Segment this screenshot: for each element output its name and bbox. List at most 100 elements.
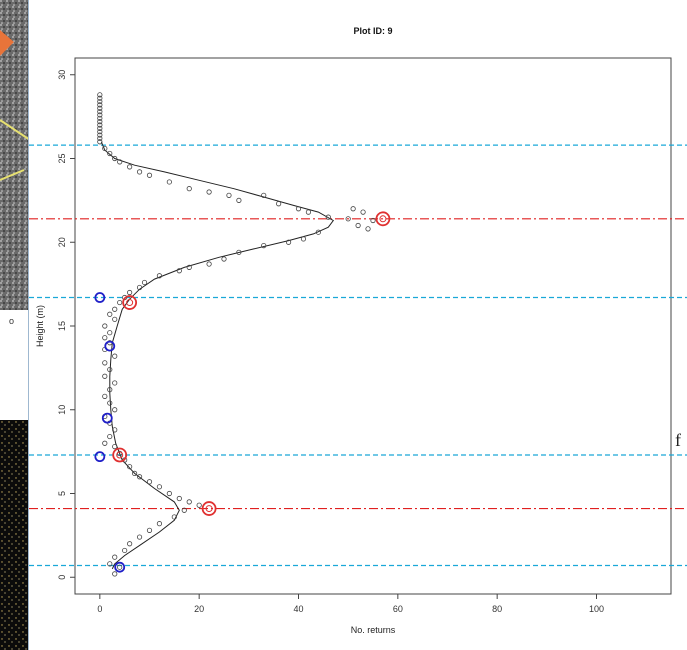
- trough-marker: [114, 561, 126, 573]
- data-point: [136, 474, 143, 480]
- data-point: [176, 268, 182, 274]
- data-point: [127, 541, 133, 547]
- data-point: [141, 279, 148, 286]
- data-point: [156, 273, 163, 279]
- data-point: [186, 499, 192, 505]
- extrema-markers: [94, 211, 391, 573]
- data-point: [102, 440, 108, 446]
- data-point: [97, 95, 103, 101]
- peak-marker: [375, 211, 391, 227]
- data-point: [97, 122, 103, 128]
- data-point: [97, 98, 103, 105]
- data-point: [350, 206, 356, 212]
- data-point: [300, 236, 307, 242]
- data-point: [325, 214, 331, 220]
- data-point: [365, 226, 371, 232]
- plot-frame: [74, 57, 672, 595]
- data-point: [107, 433, 113, 440]
- data-point: [127, 164, 133, 170]
- data-point: [97, 112, 103, 118]
- y-tick-label: 5: [57, 491, 67, 496]
- data-point: [97, 119, 103, 125]
- fit-curve-layer: [100, 141, 335, 570]
- data-point: [112, 155, 118, 162]
- peak-marker-inner: [126, 299, 134, 307]
- x-tick-label: 80: [492, 604, 502, 614]
- trough-marker: [94, 292, 106, 303]
- data-point: [236, 197, 242, 203]
- data-point: [107, 311, 113, 317]
- data-point: [156, 484, 163, 490]
- y-tick-label: 20: [57, 237, 67, 247]
- chart-figure: Plot ID: 9 No. returns Height (m) 0 20 40 6…: [28, 0, 687, 650]
- data-point: [112, 571, 118, 577]
- data-point: [186, 186, 192, 192]
- data-point: [146, 479, 153, 485]
- data-point: [112, 554, 118, 560]
- data-point: [107, 387, 113, 393]
- right-fragment-text: f: [675, 430, 681, 450]
- data-point: [127, 289, 133, 296]
- data-point: [295, 206, 302, 212]
- reference-lines: [29, 144, 687, 567]
- data-point: [345, 216, 351, 222]
- data-point: [315, 229, 321, 235]
- data-point: [97, 92, 103, 98]
- y-tick-label: 25: [57, 153, 67, 163]
- data-point: [127, 464, 133, 470]
- data-point: [97, 132, 103, 138]
- data-point: [97, 115, 103, 121]
- data-point: [206, 261, 212, 267]
- fit-curve: [100, 141, 335, 570]
- peak-marker-inner: [379, 215, 387, 223]
- data-point: [107, 150, 113, 157]
- data-point: [206, 189, 212, 195]
- data-point: [112, 380, 118, 386]
- data-point: [117, 564, 123, 570]
- data-point: [97, 129, 103, 135]
- data-point: [102, 393, 108, 399]
- data-point: [236, 249, 242, 255]
- trough-marker: [104, 340, 116, 352]
- scatter-chart: Plot ID: 9 No. returns Height (m) 0 20 40 6…: [29, 26, 687, 635]
- data-point: [285, 239, 292, 245]
- data-point: [102, 145, 108, 152]
- data-point: [156, 521, 163, 527]
- data-points: [97, 92, 376, 577]
- data-point: [261, 192, 267, 198]
- data-point: [102, 373, 108, 379]
- data-point: [107, 561, 113, 567]
- data-point: [276, 201, 282, 207]
- peak-marker-inner: [205, 505, 213, 513]
- y-tick-label: 15: [57, 321, 67, 331]
- data-point: [97, 125, 103, 131]
- peak-marker: [112, 447, 128, 463]
- data-point: [112, 316, 118, 322]
- data-point: [102, 335, 108, 341]
- y-tick-label: 30: [57, 70, 67, 80]
- data-point: [261, 243, 267, 249]
- trough-marker: [101, 412, 113, 424]
- data-point: [305, 209, 312, 215]
- data-point: [97, 102, 103, 108]
- peak-marker: [201, 501, 217, 516]
- data-point: [146, 527, 153, 533]
- data-point: [221, 256, 227, 262]
- y-tick-label: 0: [57, 575, 67, 580]
- left-fragment-text: o: [9, 316, 15, 326]
- data-point: [112, 407, 118, 413]
- data-point: [355, 222, 361, 229]
- data-point: [112, 443, 118, 450]
- data-point: [166, 490, 172, 497]
- data-point: [370, 217, 376, 224]
- chart-title: Plot ID: 9: [353, 26, 392, 36]
- x-tick-label: 0: [97, 604, 102, 614]
- x-axis-label: No. returns: [351, 625, 396, 635]
- data-point: [97, 109, 103, 115]
- data-point: [112, 306, 118, 312]
- data-point: [186, 264, 192, 270]
- data-point: [97, 135, 103, 141]
- x-tick-label: 60: [393, 604, 403, 614]
- peak-marker: [122, 295, 138, 310]
- data-point: [132, 470, 138, 476]
